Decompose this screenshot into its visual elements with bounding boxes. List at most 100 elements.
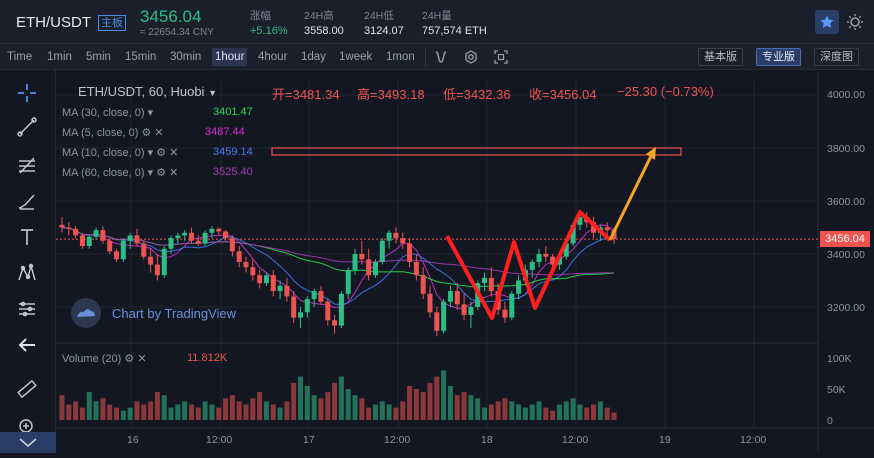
tf-30min[interactable]: 30min	[170, 51, 202, 63]
tf-4hour[interactable]: 4hour	[258, 51, 288, 63]
close-icon[interactable]: ✕	[137, 353, 147, 365]
volume-bar	[148, 401, 154, 420]
close-icon[interactable]: ✕	[169, 147, 179, 159]
volume-bar	[291, 382, 297, 420]
tf-1week[interactable]: 1week	[339, 51, 373, 63]
candle	[325, 301, 331, 321]
settings-gear-icon[interactable]: ⚙	[141, 127, 152, 139]
volume-bar	[168, 407, 174, 420]
volume-bar	[304, 385, 310, 420]
volume-bar	[325, 392, 331, 420]
volume-bar	[550, 410, 556, 420]
time-label: 16	[127, 434, 139, 446]
ma10-legend[interactable]: MA (10, close, 0) ▾ ⚙ ✕	[62, 147, 179, 159]
favorite-star-icon[interactable]	[815, 10, 839, 34]
settings-gear-icon[interactable]: ⚙	[156, 147, 167, 159]
time-label: 18	[481, 434, 493, 446]
tradingview-watermark[interactable]: Chart by TradingView	[70, 297, 236, 329]
ma5-legend[interactable]: MA (5, close, 0) ⚙ ✕	[62, 127, 164, 139]
collapse-toolbar-button[interactable]	[0, 432, 56, 453]
tf-time[interactable]: Time	[7, 51, 33, 63]
volume-bar	[591, 404, 597, 420]
tf-1mon[interactable]: 1mon	[386, 51, 415, 63]
version-basic-button[interactable]: 基本版	[698, 48, 743, 66]
chart-area[interactable]	[56, 70, 874, 453]
stat-high-value: 3558.00	[304, 25, 344, 37]
legend-symbol[interactable]: ETH/USDT, 60, Huobi ▼	[78, 84, 217, 99]
candle	[148, 256, 154, 265]
ma30-value: 3401.47	[213, 106, 253, 118]
legend-change: −25.30 (−0.73%)	[617, 84, 714, 99]
brush-icon[interactable]	[12, 188, 42, 214]
volume-value: 11.812K	[187, 352, 228, 364]
indicators-icon[interactable]	[432, 49, 450, 65]
tf-1day[interactable]: 1day	[301, 51, 326, 63]
candle	[604, 227, 610, 231]
settings-gear-icon[interactable]: ⚙	[124, 353, 135, 365]
prediction-icon[interactable]	[12, 296, 42, 322]
volume-bar	[107, 404, 113, 420]
candle	[332, 320, 338, 326]
fullscreen-icon[interactable]	[492, 49, 510, 65]
settings-gear-icon[interactable]	[462, 49, 480, 65]
ruler-icon[interactable]	[12, 376, 42, 402]
volume-bar	[277, 407, 283, 420]
depth-chart-button[interactable]: 深度图	[814, 48, 859, 66]
volume-bar	[366, 407, 372, 420]
version-pro-button[interactable]: 专业版	[756, 48, 801, 66]
stat-volume-label: 24H量	[422, 10, 452, 22]
candle	[59, 224, 65, 228]
candle	[556, 256, 562, 265]
candle	[338, 293, 344, 326]
candle	[550, 256, 556, 265]
fib-retracement-icon[interactable]	[12, 152, 42, 178]
price-label-3400: 3400.00	[827, 249, 865, 261]
candle	[434, 312, 440, 331]
crosshair-icon[interactable]	[12, 80, 42, 106]
legend-low: 低=3432.36	[443, 87, 511, 102]
candle	[277, 285, 283, 292]
tf-1min[interactable]: 1min	[47, 51, 72, 63]
tf-5min[interactable]: 5min	[86, 51, 111, 63]
tf-15min[interactable]: 15min	[125, 51, 157, 63]
volume-bar	[536, 401, 542, 420]
tf-1hour[interactable]: 1hour	[212, 48, 248, 66]
pair-name[interactable]: ETH/USDT	[16, 14, 91, 31]
settings-gear-icon[interactable]: ⚙	[156, 167, 167, 179]
time-label: 12:00	[740, 434, 767, 446]
candle	[141, 243, 147, 257]
ma30-legend[interactable]: MA (30, close, 0) ▾	[62, 107, 154, 119]
candle	[529, 261, 535, 270]
text-tool-icon[interactable]	[12, 224, 42, 250]
volume-bar	[352, 395, 358, 420]
candle	[482, 277, 488, 284]
volume-legend[interactable]: Volume (20) ⚙ ✕	[62, 353, 147, 365]
candle	[298, 312, 304, 318]
candle	[591, 222, 597, 233]
volume-bar	[379, 401, 385, 420]
volume-bar	[413, 389, 419, 420]
volume-bar	[563, 401, 569, 420]
volume-bar	[114, 407, 120, 420]
theme-sun-icon[interactable]	[843, 10, 867, 34]
drawing-toolbar	[0, 70, 56, 453]
last-price: 3456.04	[140, 7, 202, 26]
back-arrow-icon[interactable]	[12, 332, 42, 358]
candle	[366, 259, 372, 276]
trendline-icon[interactable]	[12, 114, 42, 140]
pattern-icon[interactable]	[12, 260, 42, 286]
volume-bar	[556, 404, 562, 420]
stat-change-label: 涨幅	[250, 10, 271, 22]
candle	[345, 269, 351, 294]
projection-arrowhead	[646, 147, 656, 160]
candle	[400, 238, 406, 244]
volume-bar	[175, 404, 181, 420]
ma60-legend[interactable]: MA (60, close, 0) ▾ ⚙ ✕	[62, 167, 179, 179]
volume-bar	[502, 398, 508, 420]
close-icon[interactable]: ✕	[154, 127, 164, 139]
candle	[107, 240, 113, 252]
volume-bar	[597, 401, 603, 420]
candle	[420, 275, 426, 294]
close-icon[interactable]: ✕	[169, 167, 179, 179]
toolbar-divider	[425, 48, 426, 66]
